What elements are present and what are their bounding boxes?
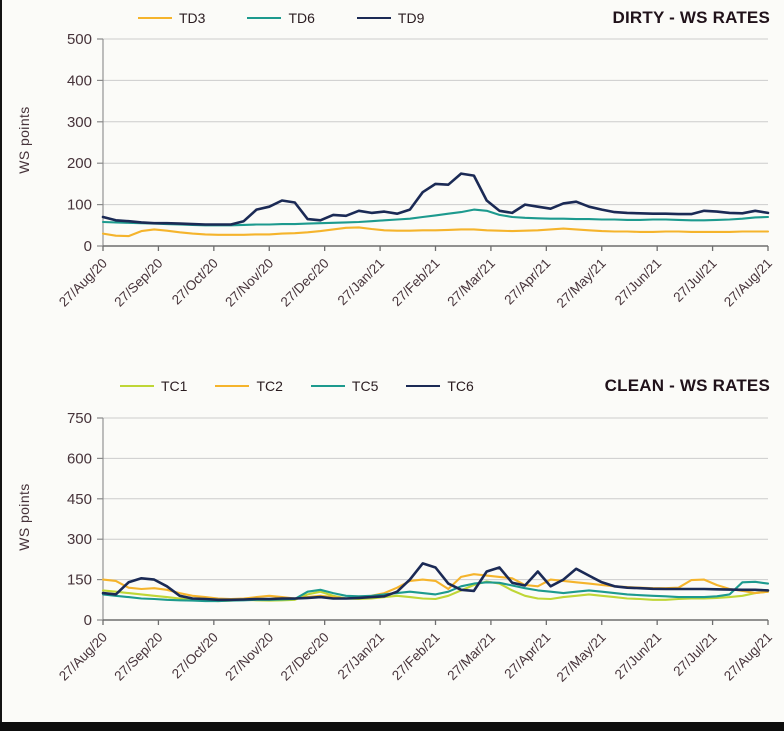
clean-plot-area: 0 150 300 450 600 750 27/Aug/20 27/Sep/20 27/Oct… <box>56 410 775 685</box>
series-line-td9 <box>101 172 770 226</box>
y-tick-label: 600 <box>67 450 92 467</box>
x-tick-label: 27/Sep/20 <box>111 256 165 310</box>
x-tick-label: 27/Aug/20 <box>56 630 110 684</box>
legend-label-tc2: TC2 <box>256 378 283 394</box>
legend-item-tc6: TC6 <box>406 378 474 394</box>
x-tick-label: 27/Dec/20 <box>278 256 332 310</box>
legend-item-td3: TD3 <box>138 10 205 26</box>
y-tick-label: 0 <box>84 238 92 255</box>
y-tick-label: 750 <box>67 410 92 427</box>
dirty-chart-title: DIRTY - WS RATES <box>612 8 770 27</box>
x-tick-label: 27/Mar/21 <box>444 256 498 310</box>
series-line-td6 <box>101 208 770 227</box>
x-tick-label: 27/Jul/21 <box>670 256 719 305</box>
legend-swatch-tc1 <box>120 385 154 387</box>
legend-item-tc5: TC5 <box>310 378 379 394</box>
legend-item-tc1: TC1 <box>120 378 187 394</box>
series-line-tc5 <box>101 580 770 603</box>
x-tick-label: 27/Apr/21 <box>501 256 553 308</box>
x-tick-label: 27/May/21 <box>554 256 609 311</box>
y-tick-label: 100 <box>67 197 92 214</box>
legend-swatch-td9 <box>356 17 391 19</box>
screen-edge-bottom <box>0 722 784 731</box>
x-tick-label: 27/Nov/20 <box>222 630 276 684</box>
legend-item-tc2: TC2 <box>215 378 283 394</box>
legend-swatch-td6 <box>247 17 282 19</box>
x-tick-label: 27/Apr/21 <box>501 630 553 682</box>
legend-swatch-td3 <box>138 17 172 19</box>
clean-legend: TC1 TC2 TC5 TC6 <box>120 378 474 394</box>
screen-edge-left <box>0 0 2 731</box>
legend-swatch-tc6 <box>406 385 441 387</box>
legend-swatch-tc2 <box>215 385 250 387</box>
x-tick-label: 27/Feb/21 <box>389 256 443 310</box>
x-tick-label: 27/Jun/21 <box>612 256 665 309</box>
x-tick-label: 27/Dec/20 <box>278 630 332 684</box>
x-tick-label: 27/Jan/21 <box>335 256 388 309</box>
x-tick-label: 27/Nov/20 <box>222 256 276 310</box>
legend-label-td3: TD3 <box>179 10 206 26</box>
dirty-plot-area: 0 100 200 300 400 500 27/Aug/20 27/Sep/20 27/Oct… <box>56 31 775 311</box>
x-tick-label: 27/Feb/21 <box>389 630 443 684</box>
x-tick-label: 27/Oct/20 <box>169 256 221 308</box>
y-tick-label: 0 <box>84 612 92 629</box>
y-tick-label: 450 <box>67 491 92 508</box>
dirty-ws-rates-chart: TD3 TD6 TD9 DIRTY - WS RATES WS points 0 10… <box>0 0 784 365</box>
dirty-legend: TD3 TD6 TD9 <box>138 10 424 26</box>
clean-chart-title: CLEAN - WS RATES <box>604 376 770 395</box>
y-tick-label: 200 <box>67 155 92 172</box>
x-tick-label: 27/Aug/20 <box>56 256 110 310</box>
x-tick-label: 27/Jun/21 <box>612 630 665 683</box>
x-tick-label: 27/Oct/20 <box>169 630 221 682</box>
y-tick-label: 400 <box>67 72 92 89</box>
legend-label-tc5: TC5 <box>351 378 379 394</box>
legend-label-td9: TD9 <box>397 10 425 26</box>
y-tick-label: 150 <box>67 572 92 589</box>
x-tick-label: 27/Jan/21 <box>335 630 388 683</box>
series-line-tc6 <box>101 562 770 602</box>
x-tick-label: 27/Aug/21 <box>721 630 775 684</box>
x-tick-label: 27/Aug/21 <box>721 256 775 310</box>
legend-label-td6: TD6 <box>288 10 315 26</box>
x-tick-label: 27/Mar/21 <box>444 630 498 684</box>
x-tick-label: 27/Jul/21 <box>670 630 719 679</box>
legend-label-tc1: TC1 <box>161 378 188 394</box>
y-tick-label: 500 <box>67 31 92 48</box>
y-tick-label: 300 <box>67 531 92 548</box>
x-tick-label: 27/Sep/20 <box>111 630 165 684</box>
legend-item-td6: TD6 <box>247 10 315 26</box>
clean-ws-rates-chart: TC1 TC2 TC5 TC6 CLEAN - WS RATES WS points … <box>0 368 784 722</box>
legend-item-td9: TD9 <box>356 10 425 26</box>
x-tick-label: 27/May/21 <box>554 630 609 685</box>
y-tick-label: 300 <box>67 114 92 131</box>
legend-swatch-tc5 <box>310 385 345 387</box>
legend-label-tc6: TC6 <box>447 378 474 394</box>
series-line-td3 <box>101 226 770 238</box>
